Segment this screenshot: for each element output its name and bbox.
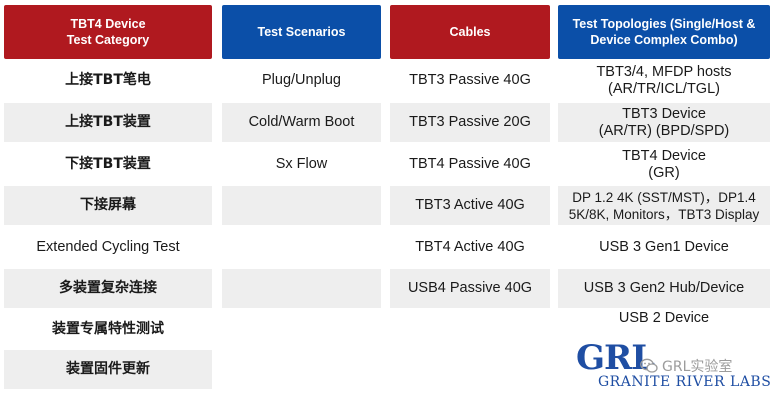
- topology-cell: TBT3/4, MFDP hosts (AR/TR/ICL/TGL): [596, 63, 732, 97]
- scenario-cell: Cold/Warm Boot: [222, 103, 381, 142]
- cable-cell: TBT4 Passive 40G: [409, 156, 531, 172]
- scenario-cell: Sx Flow: [275, 156, 328, 172]
- category-cell: 上接TBT装置: [4, 103, 212, 142]
- category-cell: 下接屏幕: [4, 186, 212, 225]
- topology-cell: TBT3 Device (AR/TR) (BPD/SPD): [558, 103, 770, 142]
- scenario-cell-empty: [222, 269, 381, 308]
- grl-logo-mark: GRL: [576, 338, 655, 378]
- scenario-cell: Plug/Unplug: [262, 72, 341, 88]
- watermark: GRL实验室: [640, 356, 732, 376]
- category-cell: 下接TBT装置: [65, 156, 151, 172]
- topologies-column: Test Topologies (Single/Host & Device Co…: [558, 0, 770, 400]
- category-cell: 装置专属特性测试: [52, 321, 164, 337]
- topology-cell: USB 3 Gen1 Device: [599, 239, 729, 255]
- cable-cell: TBT3 Passive 40G: [409, 72, 531, 88]
- scenario-cell-empty: [222, 186, 381, 225]
- cables-header: Cables: [390, 5, 550, 59]
- wechat-icon: [640, 358, 658, 374]
- cable-cell: TBT3 Passive 20G: [390, 103, 550, 142]
- topology-cell: DP 1.2 4K (SST/MST)，DP1.4 5K/8K, Monitor…: [558, 186, 770, 225]
- category-cell: 上接TBT笔电: [65, 72, 151, 88]
- category-cell: Extended Cycling Test: [36, 239, 180, 255]
- topology-cell: USB 3 Gen2 Hub/Device: [558, 269, 770, 308]
- category-cell: 装置固件更新: [4, 350, 212, 389]
- grl-logo-name: GRANITE RIVER LABS: [598, 374, 772, 390]
- category-cell: 多装置复杂连接: [4, 269, 212, 308]
- watermark-text: GRL实验室: [662, 359, 733, 375]
- topologies-header: Test Topologies (Single/Host & Device Co…: [558, 5, 770, 59]
- cable-cell: TBT3 Active 40G: [390, 186, 550, 225]
- cable-cell: TBT4 Active 40G: [415, 239, 525, 255]
- topology-cell: USB 2 Device: [618, 309, 710, 326]
- cable-cell: USB4 Passive 40G: [390, 269, 550, 308]
- category-header: TBT4 Device Test Category: [4, 5, 212, 59]
- topology-cell: TBT4 Device (GR): [622, 147, 706, 181]
- scenarios-header: Test Scenarios: [222, 5, 381, 59]
- scenarios-column: Test Scenarios Plug/Unplug Cold/Warm Boo…: [222, 0, 381, 400]
- cables-column: Cables TBT3 Passive 40G TBT3 Passive 20G…: [390, 0, 550, 400]
- category-column: TBT4 Device Test Category 上接TBT笔电 上接TBT装…: [4, 0, 212, 400]
